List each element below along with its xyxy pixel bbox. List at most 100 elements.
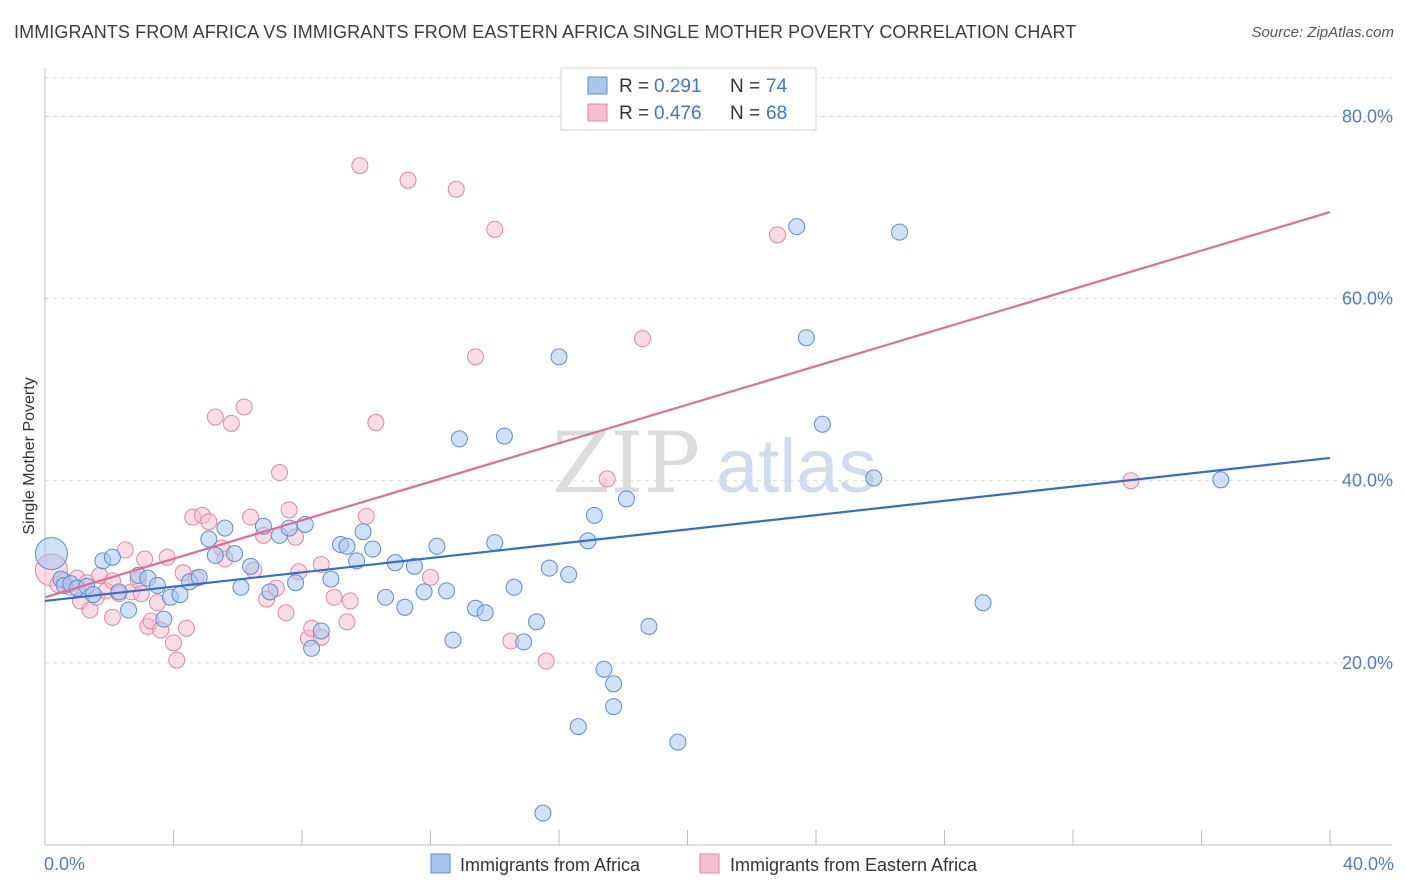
point-africa bbox=[560, 566, 578, 584]
source-label: Source: ZipAtlas.com bbox=[1251, 24, 1394, 41]
point-africa bbox=[287, 574, 305, 592]
point-eastern-africa bbox=[235, 398, 253, 416]
legend-swatch-eastern-africa bbox=[699, 853, 720, 874]
point-africa bbox=[476, 604, 494, 622]
point-africa bbox=[605, 675, 623, 693]
watermark-atlas: atlas bbox=[716, 424, 877, 509]
point-eastern-africa bbox=[280, 501, 298, 519]
point-africa bbox=[322, 570, 340, 588]
pink-swatch bbox=[587, 103, 608, 122]
stat-n-label: N = bbox=[730, 76, 760, 97]
x-tick-label: 0.0% bbox=[44, 854, 85, 874]
trend-line-eastern-africa bbox=[44, 210, 1331, 599]
axes bbox=[44, 68, 1392, 846]
point-africa bbox=[396, 598, 414, 616]
point-africa bbox=[605, 698, 623, 716]
point-africa bbox=[280, 519, 298, 537]
legend-label-eastern-africa: Immigrants from Eastern Africa bbox=[730, 855, 978, 875]
point-eastern-africa bbox=[177, 619, 195, 637]
point-africa bbox=[226, 545, 244, 563]
point-africa bbox=[206, 546, 224, 564]
point-eastern-africa bbox=[341, 592, 359, 610]
point-eastern-africa bbox=[338, 613, 356, 631]
y-tick-label: 80.0% bbox=[1342, 106, 1393, 126]
point-africa bbox=[515, 633, 533, 651]
y-tick-label: 60.0% bbox=[1342, 289, 1393, 309]
point-africa bbox=[242, 557, 260, 575]
stat-r-label: R = bbox=[619, 103, 649, 124]
stat-r-value-pink: 0.476 bbox=[654, 103, 702, 124]
point-africa bbox=[640, 617, 658, 635]
point-africa bbox=[797, 329, 815, 347]
blue-swatch bbox=[587, 76, 608, 95]
point-africa bbox=[540, 559, 558, 577]
trend-lines bbox=[44, 210, 1331, 603]
point-africa bbox=[200, 530, 218, 548]
point-eastern-africa bbox=[634, 330, 652, 348]
point-eastern-africa bbox=[466, 348, 484, 366]
point-africa bbox=[617, 490, 635, 508]
chart-title: IMMIGRANTS FROM AFRICA VS IMMIGRANTS FRO… bbox=[14, 22, 1077, 42]
point-eastern-africa bbox=[367, 413, 385, 431]
point-africa bbox=[232, 578, 250, 596]
y-axis-label: Single Mother Poverty bbox=[21, 377, 38, 534]
point-africa bbox=[364, 540, 382, 558]
point-eastern-africa bbox=[447, 180, 465, 198]
point-eastern-africa bbox=[242, 508, 260, 526]
gridlines bbox=[45, 77, 1392, 664]
point-africa bbox=[1212, 471, 1230, 489]
point-africa bbox=[550, 348, 568, 366]
point-africa bbox=[261, 583, 279, 601]
point-eastern-africa bbox=[271, 464, 289, 482]
point-eastern-africa bbox=[132, 585, 150, 603]
point-africa bbox=[585, 506, 603, 524]
point-africa bbox=[495, 427, 513, 445]
data-points bbox=[34, 157, 1230, 822]
point-eastern-africa bbox=[399, 171, 417, 189]
bottom-legend: Immigrants from Africa Immigrants from E… bbox=[430, 853, 978, 875]
legend-label-africa: Immigrants from Africa bbox=[460, 855, 641, 875]
point-africa bbox=[103, 548, 121, 566]
tick-labels: 20.0% 40.0% 60.0% 80.0% 0.0% 40.0% bbox=[44, 106, 1394, 874]
point-eastern-africa bbox=[103, 608, 121, 626]
point-africa bbox=[595, 660, 613, 678]
trend-line-africa bbox=[44, 456, 1331, 603]
point-africa bbox=[450, 430, 468, 448]
point-africa bbox=[338, 537, 356, 555]
point-eastern-africa bbox=[325, 588, 343, 606]
point-africa bbox=[312, 622, 330, 640]
point-africa bbox=[788, 218, 806, 236]
stat-r-value-blue: 0.291 bbox=[654, 76, 702, 97]
point-eastern-africa bbox=[357, 507, 375, 525]
point-africa bbox=[148, 576, 166, 594]
point-africa bbox=[428, 537, 446, 555]
point-africa bbox=[569, 718, 587, 736]
point-africa bbox=[486, 534, 504, 552]
x-tick-marks bbox=[44, 830, 1331, 845]
stat-n-label: N = bbox=[730, 103, 760, 124]
point-eastern-africa bbox=[116, 541, 134, 559]
point-africa bbox=[891, 223, 909, 241]
y-tick-label: 40.0% bbox=[1342, 471, 1393, 491]
point-eastern-africa bbox=[422, 568, 439, 586]
point-eastern-africa bbox=[168, 651, 186, 669]
legend-swatch-africa bbox=[430, 853, 451, 874]
point-africa bbox=[120, 601, 138, 619]
point-africa bbox=[505, 578, 523, 596]
stat-n-value-blue: 74 bbox=[766, 76, 788, 97]
point-eastern-africa bbox=[277, 604, 295, 622]
point-africa bbox=[974, 594, 992, 612]
point-africa bbox=[813, 415, 831, 433]
x-tick-label: 40.0% bbox=[1343, 854, 1394, 874]
point-eastern-africa bbox=[598, 470, 616, 488]
point-africa bbox=[190, 568, 208, 586]
point-africa bbox=[438, 582, 456, 600]
point-eastern-africa bbox=[351, 157, 369, 175]
point-eastern-africa bbox=[222, 414, 240, 432]
stats-legend: R = 0.291 N = 74 R = 0.476 N = 68 bbox=[560, 67, 817, 131]
point-eastern-africa bbox=[486, 220, 504, 238]
point-africa bbox=[444, 631, 462, 649]
point-africa bbox=[534, 804, 552, 822]
point-africa bbox=[354, 523, 372, 541]
point-africa bbox=[405, 557, 423, 575]
